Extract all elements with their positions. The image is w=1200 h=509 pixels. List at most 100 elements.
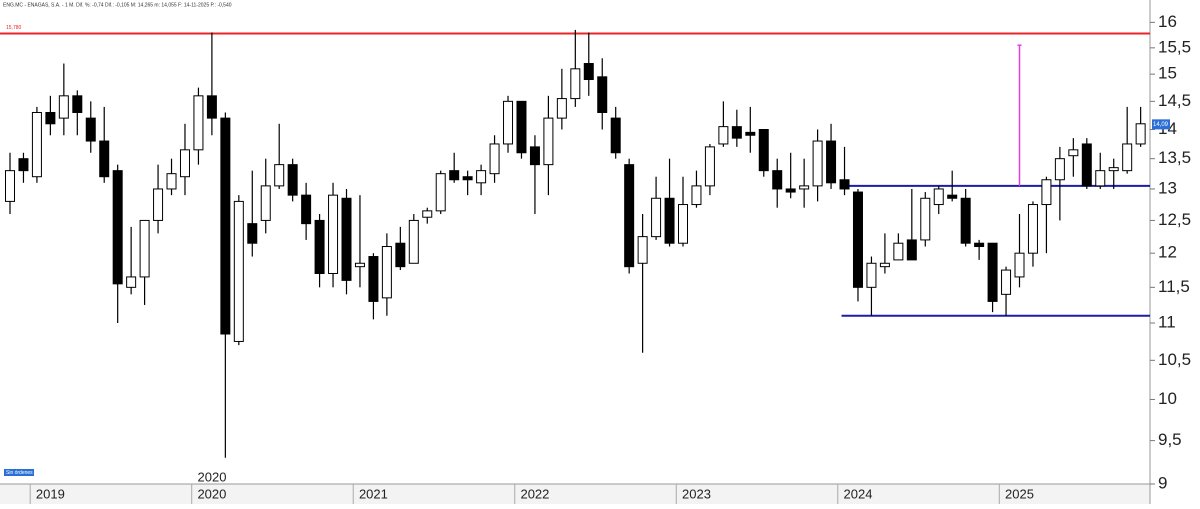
candle-body <box>99 140 110 178</box>
candle-body <box>947 194 958 199</box>
level-label: 15,780 <box>6 25 22 31</box>
candle-body <box>381 246 392 299</box>
candle-body <box>556 98 567 119</box>
candle-body <box>826 140 837 184</box>
candle-body <box>987 242 998 302</box>
y-tick-label: 9,5 <box>1158 430 1182 449</box>
candle-body <box>301 194 312 225</box>
candle-body <box>206 95 217 119</box>
y-tick-label: 15,5 <box>1158 37 1191 56</box>
x-tick-label: 2024 <box>844 486 873 501</box>
y-tick-label: 12 <box>1158 243 1177 262</box>
candle-body <box>1041 179 1052 206</box>
y-tick-label: 11 <box>1158 312 1176 331</box>
candle-body <box>368 256 379 302</box>
candle-body <box>678 204 688 244</box>
candle-body <box>58 95 69 119</box>
candle-body <box>179 149 190 178</box>
candle-body <box>166 173 177 190</box>
y-tick-label: 15 <box>1158 64 1177 83</box>
candle-body <box>274 164 285 187</box>
candle-body <box>1054 158 1065 181</box>
candle-body <box>476 170 487 184</box>
candle-body <box>974 242 985 248</box>
candle-body <box>233 200 244 342</box>
candle-body <box>435 173 446 212</box>
candle-body <box>503 100 514 145</box>
y-tick-label: 16 <box>1158 12 1177 31</box>
candle-body <box>287 164 298 196</box>
annotation: 2020 <box>198 469 227 484</box>
candle-body <box>651 197 662 238</box>
candle-body <box>597 76 608 113</box>
candle-body <box>1081 143 1092 187</box>
candle-body <box>1135 123 1146 145</box>
header: ENG.MC - ENAGAS, S.A. - 1 M. Dif. %: -0,… <box>3 2 232 8</box>
candle-body <box>314 219 325 274</box>
x-tick-label: 2020 <box>197 486 226 501</box>
candle-body <box>745 131 756 136</box>
last-price-label: 14,09 <box>1153 122 1169 128</box>
candle-body <box>72 95 83 113</box>
last-price-box <box>1152 119 1170 130</box>
x-tick-label: 2025 <box>1005 486 1034 501</box>
x-axis-strip <box>0 484 1150 504</box>
candle-body <box>543 117 554 166</box>
candle-body <box>449 170 460 181</box>
candle-body <box>879 262 890 268</box>
x-tick-label: 2019 <box>36 486 65 501</box>
candle-body <box>45 111 56 125</box>
candle-body <box>852 191 863 288</box>
candle-body <box>112 170 123 285</box>
candle-body <box>516 100 527 154</box>
candle-body <box>328 194 339 274</box>
candle-body <box>260 185 271 221</box>
candle-body <box>570 68 581 100</box>
candle-body <box>960 197 971 244</box>
candle-body <box>126 276 137 288</box>
candle-body <box>85 117 96 142</box>
candle-body <box>1068 149 1079 157</box>
candle-body <box>933 188 944 206</box>
candle-body <box>691 185 702 206</box>
candle-body <box>704 146 715 187</box>
candle-body <box>5 170 15 202</box>
candle-body <box>1122 143 1133 172</box>
candle-body <box>664 197 675 244</box>
candle-body <box>18 158 29 172</box>
candle-body <box>489 143 500 175</box>
candle-body <box>139 219 150 278</box>
candle-body <box>866 262 877 288</box>
y-tick-label: 13 <box>1158 178 1177 197</box>
x-tick-label: 2023 <box>682 486 711 501</box>
candle-body <box>153 188 164 221</box>
status-box <box>4 469 34 476</box>
y-tick-label: 9 <box>1158 473 1167 492</box>
candle-body <box>718 126 729 145</box>
y-tick-label: 10 <box>1158 389 1177 408</box>
y-tick-label: 13,5 <box>1158 148 1191 167</box>
x-tick-label: 2022 <box>520 486 549 501</box>
candle-body <box>772 170 783 190</box>
candle-body <box>624 164 635 268</box>
candle-body <box>637 236 648 264</box>
candle-body <box>193 95 204 151</box>
candle-body <box>812 140 823 187</box>
x-tick-label: 2021 <box>359 486 388 501</box>
candle-body <box>341 197 352 281</box>
y-tick-label: 12,5 <box>1158 210 1191 229</box>
candle-body <box>1014 252 1025 278</box>
candle-body <box>1095 170 1106 187</box>
candle-body <box>839 179 850 190</box>
y-tick-label: 10,5 <box>1158 350 1191 369</box>
candle-body <box>408 219 419 264</box>
candle-body <box>906 239 917 261</box>
candle-body <box>731 126 742 139</box>
candle-body <box>462 176 473 181</box>
candle-body <box>422 210 433 218</box>
candle-body <box>354 262 365 268</box>
candle-body <box>395 242 406 268</box>
candle-body <box>1027 204 1038 254</box>
